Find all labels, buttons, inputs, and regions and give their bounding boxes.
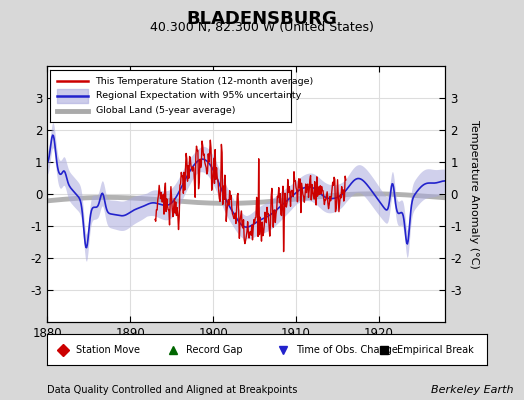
- Text: Data Quality Controlled and Aligned at Breakpoints: Data Quality Controlled and Aligned at B…: [47, 385, 298, 395]
- Text: Regional Expectation with 95% uncertainty: Regional Expectation with 95% uncertaint…: [95, 92, 301, 100]
- Text: Station Move: Station Move: [76, 345, 140, 355]
- Text: Berkeley Earth: Berkeley Earth: [431, 385, 514, 395]
- Text: 40.300 N, 82.300 W (United States): 40.300 N, 82.300 W (United States): [150, 21, 374, 34]
- Y-axis label: Temperature Anomaly (°C): Temperature Anomaly (°C): [469, 120, 479, 268]
- Text: This Temperature Station (12-month average): This Temperature Station (12-month avera…: [95, 77, 314, 86]
- Text: Empirical Break: Empirical Break: [397, 345, 474, 355]
- Text: BLADENSBURG: BLADENSBURG: [187, 10, 337, 28]
- Text: Time of Obs. Change: Time of Obs. Change: [296, 345, 398, 355]
- Text: Record Gap: Record Gap: [186, 345, 243, 355]
- Text: Global Land (5-year average): Global Land (5-year average): [95, 106, 235, 115]
